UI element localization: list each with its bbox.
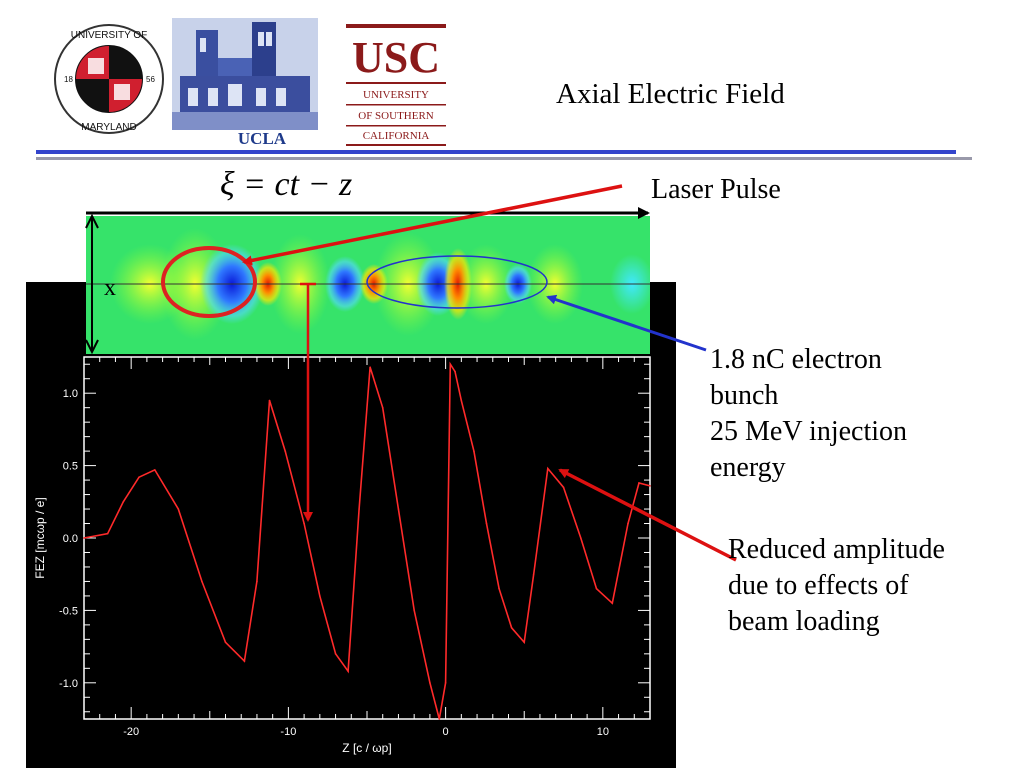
fez-data-point — [438, 718, 441, 720]
fez-data-point — [638, 482, 640, 484]
usc-line3: CALIFORNIA — [363, 130, 430, 142]
usc-line1: UNIVERSITY — [363, 89, 429, 101]
fez-data-point — [413, 609, 415, 612]
tick-labels: -20 -10 0 10 1.0 0.5 0.0 -0.5 -1.0 — [59, 388, 609, 738]
ucla-building-logo: UCLA — [172, 18, 318, 148]
ucla-text: UCLA — [238, 129, 287, 148]
fez-trace-points — [83, 363, 651, 720]
laser-pulse-arrow — [242, 184, 623, 266]
fez-data-point — [381, 406, 384, 409]
fez-data-point — [485, 522, 488, 525]
fez-data-point — [454, 370, 456, 373]
electron-bunch-ellipse — [366, 255, 548, 309]
fez-data-point — [106, 532, 109, 535]
fez-data-point — [122, 501, 125, 503]
beam-loading-arrow — [558, 468, 737, 562]
fez-data-point — [347, 670, 349, 673]
y-tick-label: 0.0 — [63, 533, 78, 545]
y-tick-label: 0.5 — [63, 461, 78, 473]
fez-data-point — [303, 522, 305, 525]
usc-logo: USC UNIVERSITY OF SOUTHERN CALIFORNIA — [344, 20, 448, 148]
chart-background — [26, 282, 676, 768]
laser-pulse-circle — [161, 246, 257, 318]
y-tick-label: -1.0 — [59, 678, 78, 690]
laser-pulse-label: Laser Pulse — [651, 174, 781, 205]
xi-formula: ξ = ct − z — [220, 166, 352, 203]
fez-data-point — [473, 450, 475, 452]
umd-right-year: 56 — [146, 75, 155, 84]
bunch-arrow — [546, 294, 707, 352]
fez-data-point — [460, 399, 463, 402]
reduced-label-line2: due to effects of — [728, 570, 909, 601]
fez-data-point — [224, 641, 227, 644]
y-tick-label: -0.5 — [59, 605, 78, 617]
fez-data-point — [595, 587, 598, 590]
x-tick-label: -10 — [280, 726, 296, 738]
umd-bottom-text: MARYLAND — [81, 122, 136, 133]
umd-seal-logo: UNIVERSITY OF MARYLAND 18 56 — [54, 24, 164, 134]
fez-data-point — [243, 660, 246, 662]
fez-data-point — [83, 537, 85, 539]
header-rule-blue — [36, 150, 956, 154]
x-tick-label: 10 — [597, 726, 609, 738]
fez-data-point — [319, 595, 321, 597]
umd-top-text: UNIVERSITY OF — [71, 30, 148, 41]
fez-data-point — [358, 508, 360, 510]
fez-data-point — [449, 363, 452, 366]
field-map — [86, 216, 650, 354]
fez-data-point — [444, 682, 447, 684]
bunch-label-line4: energy — [710, 452, 786, 483]
x-tick-label: 0 — [443, 726, 449, 738]
fez-data-point — [153, 469, 156, 471]
fez-data-point — [177, 508, 180, 510]
fez-data-point — [649, 485, 651, 487]
fez-data-point — [580, 537, 582, 539]
fez-data-point — [268, 399, 271, 402]
fez-data-point — [611, 602, 614, 604]
fez-data-point — [547, 467, 549, 470]
fez-data-point — [256, 580, 258, 583]
x-tick-label: -20 — [123, 726, 139, 738]
header-rule-gray — [36, 157, 972, 160]
fez-data-point — [397, 508, 400, 510]
fez-data-point — [627, 522, 629, 525]
reduced-label-line3: beam loading — [728, 606, 880, 637]
fez-data-point — [284, 450, 287, 452]
fez-data-point — [429, 682, 431, 684]
slide-title: Axial Electric Field — [556, 78, 785, 110]
reduced-label-line1: Reduced amplitude — [728, 534, 945, 565]
fez-data-point — [498, 587, 500, 590]
bunch-label-line2: bunch — [710, 380, 779, 411]
bunch-label-line1: 1.8 nC electron — [710, 344, 882, 375]
x-axis-label: Z [c / ωp] — [342, 741, 391, 755]
fez-data-point — [138, 476, 140, 478]
fez-data-point — [523, 641, 526, 644]
usc-line2: OF SOUTHERN — [358, 110, 434, 122]
fez-data-point — [369, 366, 371, 368]
fez-data-point — [562, 486, 565, 489]
field-map-x-label: x — [104, 275, 116, 301]
usc-big-text: USC — [352, 33, 440, 82]
bunch-label-line3: 25 MeV injection — [710, 416, 908, 447]
fez-data-point — [201, 580, 203, 583]
y-tick-label: 1.0 — [63, 388, 78, 400]
y-axis-label: FEZ [mcωp / e] — [33, 497, 47, 578]
fez-data-point — [510, 626, 513, 629]
fez-data-point — [334, 653, 337, 655]
beam-loading-label: Reduced amplitude due to effects of beam… — [728, 532, 1018, 640]
electron-bunch-label: 1.8 nC electron bunch 25 MeV injection e… — [710, 342, 1010, 486]
umd-left-year: 18 — [64, 75, 73, 84]
fez-data-point — [532, 573, 535, 575]
